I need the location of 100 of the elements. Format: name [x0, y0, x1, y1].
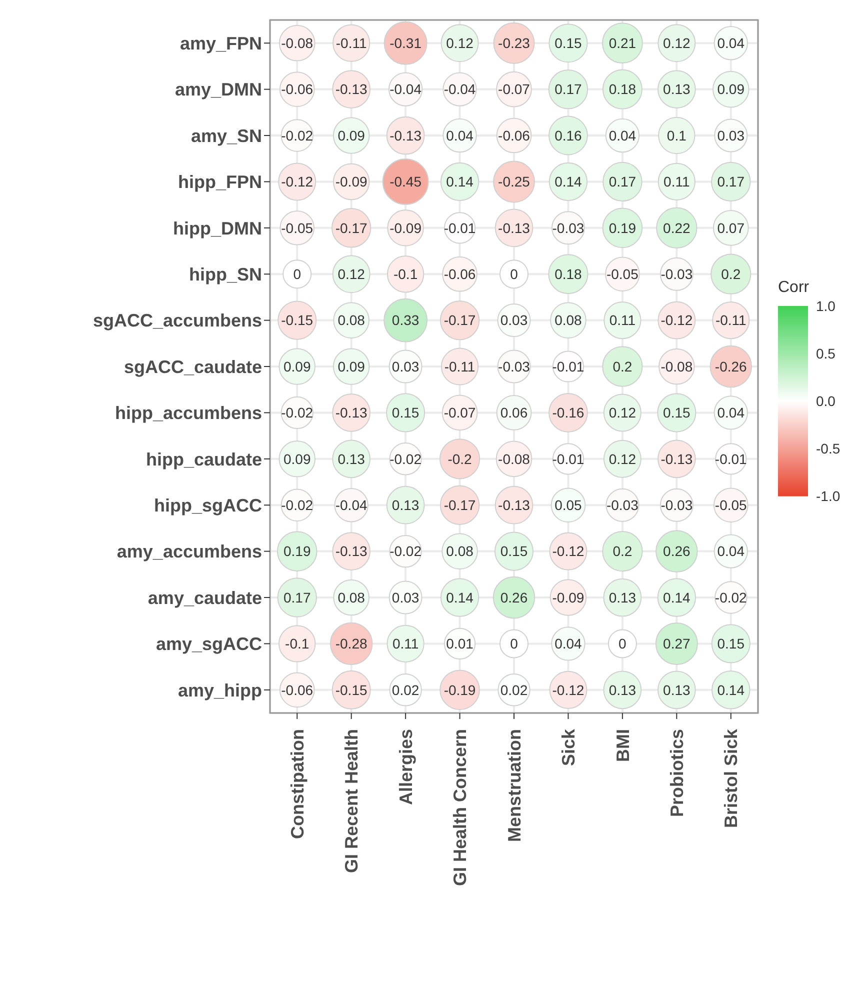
data-label: -0.17	[444, 312, 476, 328]
x-tick-label: Bristol Sick	[721, 728, 742, 828]
color-bar-label: -0.5	[816, 440, 840, 456]
data-label: -0.13	[660, 450, 693, 467]
data-label: -0.26	[714, 358, 748, 374]
data-label: -0.04	[390, 81, 422, 98]
data-label: 0.15	[717, 636, 745, 652]
data-label: -0.01	[714, 450, 748, 467]
data-label: 0.14	[446, 589, 474, 606]
y-tick-label: amy_sgACC	[156, 634, 262, 654]
data-label: -0.03	[660, 266, 693, 282]
data-label: -0.06	[281, 682, 314, 698]
data-label: 0.16	[554, 127, 582, 144]
data-label: -0.06	[281, 81, 314, 98]
data-label: -0.13	[335, 543, 368, 560]
data-label: -0.17	[335, 220, 368, 236]
data-label: -0.25	[498, 174, 530, 190]
y-tick-label: hipp_SN	[188, 264, 262, 284]
data-label: 0	[618, 636, 627, 652]
data-label: 0.18	[608, 81, 636, 98]
data-label: 0	[510, 266, 518, 282]
x-tick-label: BMI	[612, 729, 633, 762]
data-label: -0.02	[281, 404, 314, 421]
data-label: -0.08	[660, 358, 693, 374]
data-label: 0.09	[283, 358, 311, 374]
data-label: 0.15	[392, 404, 420, 421]
data-label: 0.08	[554, 312, 582, 328]
data-label: 0.13	[663, 682, 691, 698]
data-label: -0.09	[335, 174, 368, 190]
data-label: -0.1	[285, 636, 310, 652]
data-label: 0.09	[338, 358, 366, 374]
data-label: -0.03	[606, 497, 639, 513]
y-tick-label: sgACC_caudate	[124, 356, 262, 377]
y-tick-label: hipp_FPN	[178, 172, 262, 192]
y-tick-label: amy_FPN	[180, 33, 262, 54]
color-bar-label: -1.0	[816, 488, 840, 504]
data-label: -0.28	[335, 636, 368, 652]
data-label: -0.16	[552, 404, 584, 421]
data-label: 0.22	[663, 220, 691, 236]
data-label: 0.12	[338, 266, 366, 282]
x-tick-label: GI Health Concern	[450, 729, 470, 886]
x-tick-label: Sick	[558, 728, 579, 766]
data-label: -0.13	[390, 127, 422, 144]
x-tick-label: Probiotics	[666, 729, 687, 818]
data-label: 0.12	[608, 450, 636, 467]
data-label: 0.04	[608, 127, 636, 144]
data-label: 0.17	[283, 589, 311, 606]
data-label: -0.06	[498, 127, 530, 144]
data-label: 0.2	[612, 543, 632, 560]
data-label: 0.17	[717, 174, 745, 190]
data-label: 0.11	[609, 312, 636, 328]
data-label: -0.09	[552, 589, 584, 606]
color-bar-label: 1.0	[816, 298, 836, 314]
data-label: 0.12	[608, 404, 636, 421]
y-tick-label: amy_hipp	[178, 680, 262, 700]
y-tick-label: sgACC_accumbens	[92, 310, 262, 331]
data-label: -0.02	[281, 497, 314, 513]
data-label: 0.09	[338, 127, 366, 144]
data-label: 0.18	[554, 266, 582, 282]
data-label: -0.13	[335, 81, 368, 98]
data-label: 0.03	[717, 127, 745, 144]
data-label: 0.1	[666, 127, 687, 144]
data-label: -0.1	[393, 266, 418, 282]
color-bar-label: 0.0	[816, 392, 836, 409]
data-label: 0.17	[554, 81, 582, 98]
x-tick-label: GI Recent Health	[342, 729, 362, 874]
data-label: -0.04	[444, 81, 476, 98]
data-label: 0.09	[283, 450, 311, 467]
data-label: -0.12	[281, 174, 314, 190]
x-tick-label: Menstruation	[504, 729, 524, 842]
data-label: 0.04	[446, 127, 474, 144]
data-label: -0.08	[281, 35, 314, 51]
data-label: -0.11	[336, 35, 367, 51]
data-label: -0.05	[714, 497, 748, 513]
data-label: -0.03	[552, 220, 584, 236]
data-label: 0.26	[500, 589, 528, 606]
data-label: -0.23	[498, 35, 530, 51]
data-label: 0.07	[717, 220, 745, 236]
y-tick-label: amy_caudate	[148, 588, 262, 608]
data-label: -0.13	[335, 404, 368, 421]
data-label: -0.02	[390, 543, 422, 560]
data-label: 0.26	[663, 543, 691, 560]
color-bar-label: 0.5	[816, 345, 836, 362]
data-label: -0.09	[390, 220, 422, 236]
data-label: -0.2	[448, 450, 472, 467]
data-label: -0.12	[552, 543, 584, 560]
data-label: 0.13	[338, 450, 366, 467]
data-label: 0.2	[721, 266, 741, 282]
data-label: 0.17	[608, 174, 636, 190]
data-label: 0.08	[338, 589, 366, 606]
data-label: -0.03	[660, 497, 693, 513]
data-label: 0.13	[392, 497, 420, 513]
color-bar-title: Corr	[778, 279, 810, 296]
data-label: 0.06	[500, 404, 528, 421]
data-label: -0.07	[444, 404, 476, 421]
data-label: 0.05	[554, 497, 582, 513]
data-label: 0.04	[717, 404, 745, 421]
data-label: -0.02	[390, 450, 422, 467]
data-label: -0.15	[281, 312, 314, 328]
data-label: 0.15	[663, 404, 691, 421]
